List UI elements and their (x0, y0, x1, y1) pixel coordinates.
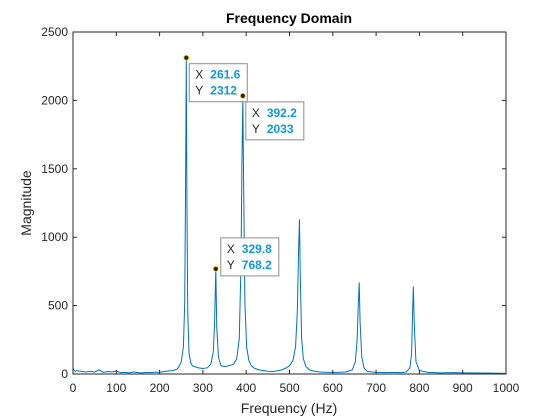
datatip[interactable]: X 392.2 Y 2033 (245, 101, 305, 141)
y-axis-label: Magnitude (18, 170, 34, 236)
x-tick-label: 400 (236, 381, 256, 395)
series-layer (72, 57, 507, 374)
x-tick-label: 900 (453, 381, 473, 395)
datatip-y-key: Y (195, 84, 203, 98)
y-tick-label: 2500 (41, 25, 68, 39)
spectrum-line (72, 57, 507, 374)
datatip-x-key: X (227, 242, 235, 256)
datatip-x-value: 392.2 (267, 106, 297, 120)
datatip-marker[interactable] (239, 92, 246, 99)
y-tick-label: 500 (48, 299, 68, 313)
datatip-x-value: 329.8 (242, 242, 272, 256)
datatip-box (188, 63, 248, 103)
datatip-x-value: 261.6 (210, 68, 240, 82)
datatip-y-key: Y (227, 258, 235, 272)
datatip-y-value: 768.2 (242, 258, 272, 272)
datatips-layer: X 261.6 Y 2312 X 392.2 Y 2033 X 329.8 Y 768.2 (183, 54, 305, 277)
datatip-y-value: 2312 (210, 84, 237, 98)
x-tick-label: 600 (323, 381, 343, 395)
y-tick-label: 2000 (41, 93, 68, 107)
x-tick-label: 500 (279, 381, 299, 395)
y-tick-label: 1500 (41, 162, 68, 176)
datatip-x-key: X (252, 106, 260, 120)
x-tick-label: 1000 (493, 381, 520, 395)
datatip-box (220, 237, 280, 277)
x-tick-label: 100 (106, 381, 126, 395)
datatip[interactable]: X 329.8 Y 768.2 (220, 237, 280, 277)
y-tick-label: 0 (61, 367, 68, 381)
datatip-box (245, 101, 305, 141)
datatip-marker[interactable] (212, 266, 219, 272)
chart-title: Frequency Domain (226, 10, 352, 26)
datatip-x-key: X (195, 68, 203, 82)
x-tick-label: 0 (70, 381, 77, 395)
datatip[interactable]: X 261.6 Y 2312 (188, 63, 248, 103)
x-axis-label: Frequency (Hz) (241, 400, 337, 416)
x-axis-ticks: 0 100 200 300 400 500 600 700 800 900 1000 (70, 32, 520, 395)
y-tick-label: 1000 (41, 230, 68, 244)
datatip-marker[interactable] (183, 54, 190, 61)
x-tick-label: 300 (193, 381, 213, 395)
y-axis-ticks: 0 500 1000 1500 2000 2500 (41, 25, 506, 381)
plot-area (73, 32, 506, 374)
datatip-y-key: Y (252, 122, 260, 136)
x-tick-label: 700 (366, 381, 386, 395)
x-tick-label: 200 (150, 381, 170, 395)
datatip-y-value: 2033 (267, 122, 294, 136)
x-tick-label: 800 (409, 381, 429, 395)
